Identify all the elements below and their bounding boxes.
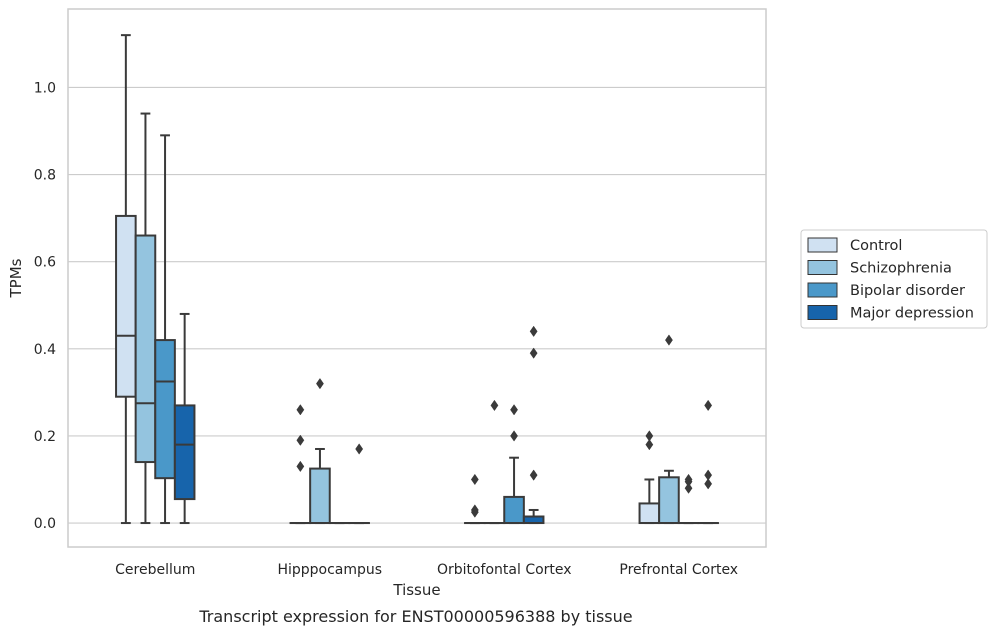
x-tick-labels: Cerebellum Hipppocampus Orbitofontal Corte… [115,562,738,578]
outlier-point [529,347,538,359]
y-axis-label: TPMs [7,258,25,298]
outlier-point [316,378,324,390]
category-group [464,325,545,525]
box-body [658,476,680,525]
box-body [503,495,525,525]
outlier-point [510,404,518,416]
chart-caption: Transcript expression for ENST0000059638… [198,607,632,626]
outlier-point [684,473,693,486]
legend-item: Bipolar disorder [807,282,965,299]
outlier-point [296,434,305,446]
box-groups [115,34,719,525]
box [173,312,196,525]
y-tick-label: 0.8 [34,168,56,184]
outlier-point [645,430,654,442]
y-tick-label: 0.6 [34,255,56,271]
box [309,378,331,525]
outlier-point [296,460,305,473]
legend-item: Schizophrenia [807,260,952,277]
box [464,473,486,525]
box [697,399,719,525]
category-group [115,34,196,525]
legend-swatch [807,237,838,253]
box-body [154,339,176,480]
box [115,34,137,525]
category-group [638,334,719,525]
x-tick-label: Orbitofontal Cortex [437,562,572,578]
box [154,134,176,525]
legend-item: Major depression [807,305,974,322]
legend-swatch [807,282,838,298]
box [348,443,370,525]
outlier-point [296,404,305,416]
legend-item: Control [807,237,902,254]
x-tick-label: Hipppocampus [277,562,382,578]
box-body [115,214,137,398]
legend-label: Major depression [850,306,974,322]
x-tick-label: Cerebellum [115,562,195,578]
box-body [134,234,157,464]
y-tick-label: 0.4 [34,342,56,358]
y-tick-label: 1.0 [34,80,56,96]
box [522,325,545,525]
legend-swatch [807,305,838,320]
legend-swatch [807,260,838,275]
box [638,430,661,525]
category-group [289,378,370,525]
plot-frame [67,8,767,548]
outlier-point [529,469,538,481]
box [503,404,525,525]
y-tick-labels: 0.0 0.2 0.4 0.6 0.8 1.0 [34,80,56,532]
outlier-point [704,478,713,490]
outlier-point [470,504,479,516]
box [677,473,700,525]
outlier-point [684,482,693,494]
outlier-point [510,430,518,442]
outlier-point [470,473,479,486]
legend-frame [800,229,988,329]
legend: Control Schizophrenia Bipolar disorder Majo… [800,229,988,329]
outlier-point [490,399,499,412]
box-body [638,502,661,525]
outlier-point [704,399,713,412]
outlier-point [355,443,364,455]
box-body [309,467,331,525]
y-tick-label: 0.0 [34,516,56,532]
outlier-point [645,438,654,451]
y-tick-label: 0.2 [34,429,56,445]
outlier-point [529,325,538,338]
outlier-point [665,334,673,346]
box [483,399,506,525]
box [289,404,312,525]
legend-label: Bipolar disorder [850,283,965,299]
legend-label: Control [850,238,902,254]
box [658,334,680,525]
x-tick-label: Prefrontal Cortex [619,562,738,578]
x-axis-label: Tissue [392,581,440,599]
legend-label: Schizophrenia [850,261,952,277]
outlier-point [704,469,713,481]
box-body [173,404,196,501]
